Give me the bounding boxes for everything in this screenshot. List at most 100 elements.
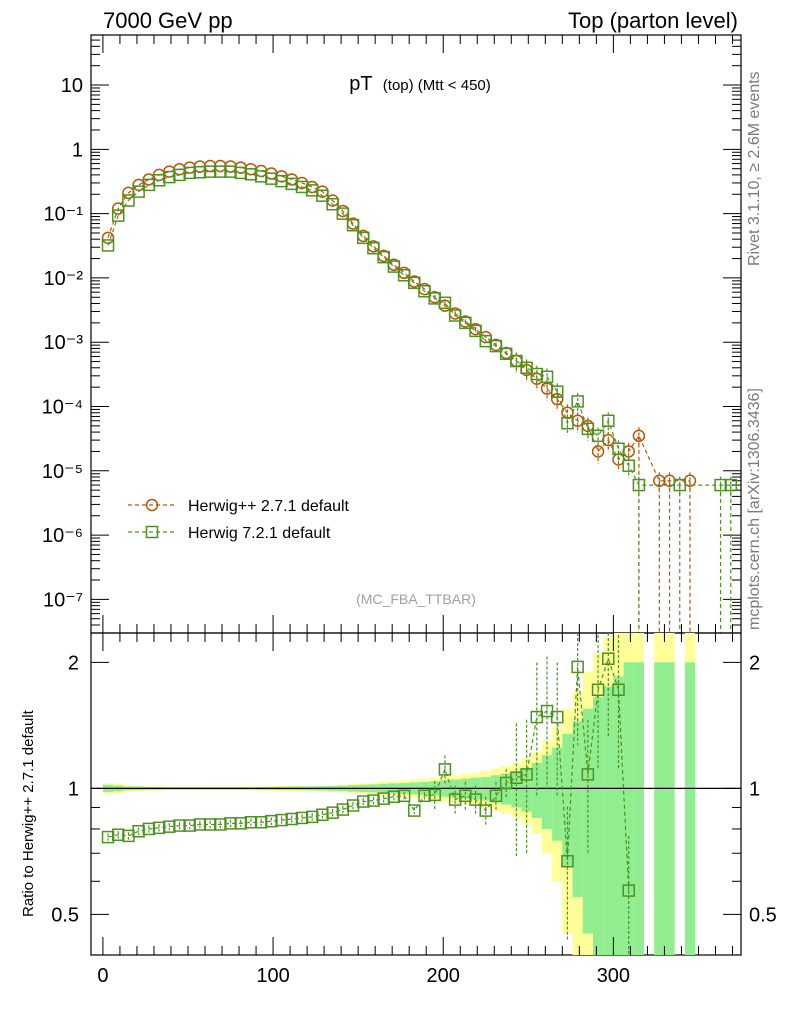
main-series-line [107,165,690,482]
main-ytick-label: 10⁻¹ [44,204,84,226]
band-inner [633,662,645,955]
ratio-point-square [377,792,390,805]
main-point-square [101,239,115,252]
ratio-point-square [265,814,278,828]
ratio-xtick-label: 300 [597,965,630,987]
ratio-point-square [234,817,247,830]
ratio-point-square [357,795,370,808]
ratio-point-square [244,816,258,829]
ratio-point-square [561,854,574,868]
ratio-point-square [438,763,452,776]
legend-marker-circle [145,498,159,512]
main-point-square [602,414,615,428]
band-inner [603,686,614,955]
main-series-line [107,171,731,486]
main-point-square [173,168,186,182]
main-point-circle [122,186,135,200]
ratio-point-square [602,652,615,665]
ratio-point-square [612,683,625,697]
ratio-point-square [448,793,462,806]
ratio-ytick-label-right: 0.5 [749,904,777,926]
main-ytick-label: 10 [61,75,83,97]
ratio-point-square [305,810,319,824]
ratio-ylabel: Ratio to Herwig++ 2.7.1 default [20,710,37,917]
main-point-square [132,185,145,198]
main-point-circle [622,445,635,458]
main-point-square [581,422,595,436]
ratio-xtick-label: 0 [97,965,108,987]
ratio-point-square [254,816,268,829]
main-ytick-label: 10⁻⁴ [42,397,83,419]
main-point-square [714,478,727,492]
main-point-circle [653,474,666,488]
ratio-point-square [295,811,309,825]
band-inner [521,767,532,812]
main-point-square [275,174,288,188]
legend-label-herwigpp: Herwig++ 2.7.1 default [188,498,350,515]
ratio-xtick-label: 200 [427,965,460,987]
band-inner [572,720,583,898]
main-point-square [499,347,513,361]
ratio-point-square [111,828,125,841]
ratio-point-square [469,793,482,806]
main-point-square [673,478,686,492]
main-point-square [724,478,738,492]
ratio-ytick-label-right: 1 [749,778,760,800]
main-point-square [244,167,258,181]
ratio-point-square [622,884,635,897]
main-point-square [295,180,309,194]
mcplots-label: mcplots.cern.ch [arXiv:1306.3436] [746,388,763,630]
main-ytick-label: 10⁻⁵ [42,461,83,483]
ratio-point-square [459,789,472,803]
ratio-point-square [193,818,207,831]
main-point-square [265,172,278,185]
chart-title-main: pT [349,73,372,95]
ratio-xtick-label: 100 [256,965,289,987]
main-ytick-label: 10⁻⁷ [43,589,83,611]
main-point-square [377,250,390,264]
band-inner [664,662,675,955]
legend-label-herwig7: Herwig 7.2.1 default [188,525,331,542]
main-point-square [234,166,247,180]
main-point-square [530,367,544,381]
ratio-point-square [224,817,237,830]
ratio-point-square [510,771,523,785]
ratio-point-square [479,804,493,817]
ratio-ytick-label-right: 2 [749,652,760,674]
main-point-square [346,218,360,232]
ratio-point-square [397,789,411,803]
main-point-square [448,309,462,322]
ratio-point-square [571,660,584,674]
band-inner [562,733,573,867]
main-point-square [357,231,370,245]
main-point-square [326,197,339,211]
main-point-square [489,339,503,353]
ratio-ytick-label: 0.5 [51,904,79,926]
main-ytick-label: 10⁻⁶ [42,525,83,547]
main-point-square [316,189,329,202]
main-point-square [122,194,135,207]
main-point-square [561,416,574,430]
ratio-point-square [132,824,145,838]
main-point-square [540,370,554,384]
ratio-ytick-label: 1 [68,778,79,800]
main-point-square [571,395,584,408]
main-point-square [285,177,299,191]
main-point-square [428,292,441,305]
main-frame [90,34,742,634]
ratio-panel: 2 2 1 1 0.5 0.5 0 100 200 300 [51,632,777,987]
ratio-point-square [550,710,564,724]
band-inner [623,662,634,955]
legend: Herwig++ 2.7.1 default Herwig 7.2.1 defa… [128,498,350,542]
main-point-circle [683,474,697,488]
main-point-circle [101,231,115,245]
main-point-square [183,166,196,180]
main-point-square [111,209,125,222]
legend-entry-herwigpp: Herwig++ 2.7.1 default [128,498,350,515]
main-point-square [193,165,207,179]
ratio-point-square [214,818,227,831]
main-point-circle [132,178,145,192]
main-point-square [142,178,156,192]
header-left: 7000 GeV pp [103,8,233,33]
main-point-circle [602,433,615,447]
